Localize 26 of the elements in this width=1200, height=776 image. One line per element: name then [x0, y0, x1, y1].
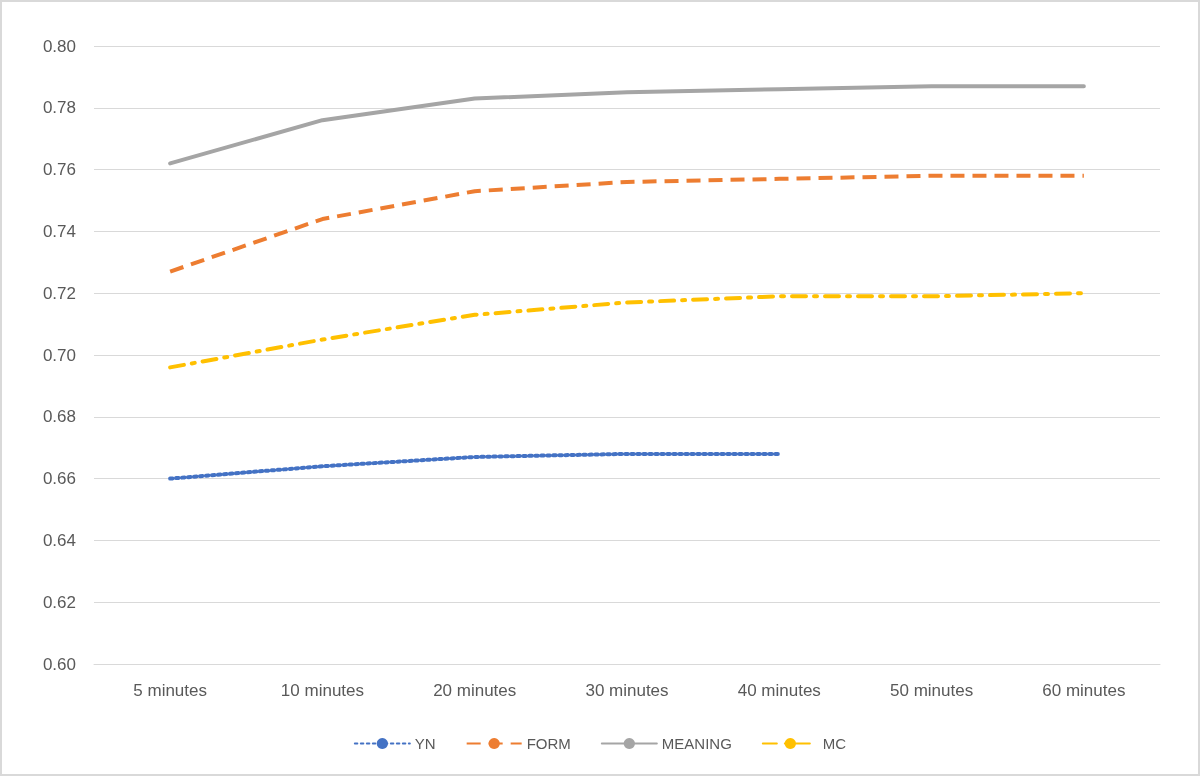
x-tick-label: 10 minutes	[280, 681, 365, 700]
y-tick-label: 0.72	[42, 283, 76, 303]
y-tick-label: 0.66	[42, 469, 76, 489]
y-tick-label: 0.80	[42, 36, 76, 56]
line-series	[168, 84, 1086, 166]
y-tick-label: 0.64	[42, 530, 76, 550]
y-tick-label: 0.62	[42, 592, 76, 612]
y-tick-label: 0.76	[42, 160, 76, 180]
y-tick-label: 0.60	[42, 654, 76, 674]
x-tick-label: 30 minutes	[585, 681, 669, 700]
line-series	[168, 173, 1086, 274]
legend-label: MC	[822, 735, 847, 752]
x-tick-label: 50 minutes	[889, 681, 974, 700]
legend-label: MEANING	[661, 735, 732, 752]
y-tick-label: 0.70	[42, 345, 76, 365]
y-tick-label: 0.68	[42, 407, 76, 427]
y-tick-label: 0.78	[42, 98, 76, 118]
x-tick-label: 60 minutes	[1042, 681, 1126, 700]
line-series	[168, 451, 782, 481]
legend-label: YN	[414, 735, 436, 752]
x-tick-label: 40 minutes	[737, 681, 821, 700]
line-series	[168, 291, 1086, 370]
x-tick-label: 20 minutes	[433, 681, 517, 700]
y-tick-label: 0.74	[42, 221, 76, 241]
x-tick-label: 5 minutes	[133, 681, 207, 700]
legend-label: FORM	[526, 735, 571, 752]
